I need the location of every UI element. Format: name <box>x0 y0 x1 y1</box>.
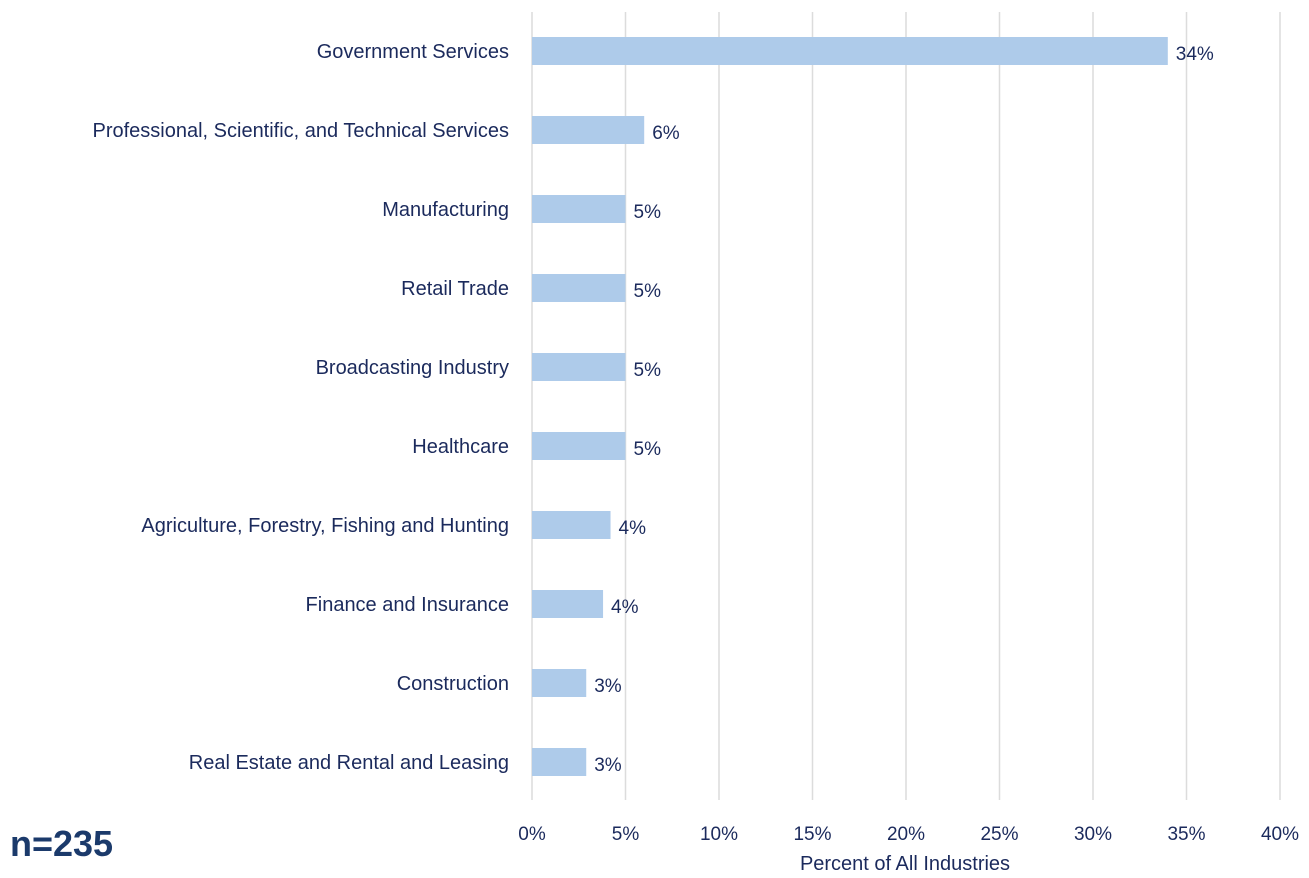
category-label: Finance and Insurance <box>306 594 509 616</box>
x-tick-label: 30% <box>1074 824 1112 845</box>
x-tick-label: 10% <box>700 824 738 845</box>
sample-size-note: n=235 <box>10 823 114 864</box>
category-label: Professional, Scientific, and Technical … <box>92 120 509 142</box>
bar <box>532 116 645 144</box>
value-labels: 34% 6% 5% 5% 5% 5% 4% 4% 3% 3% <box>594 44 1214 776</box>
bar <box>532 353 626 381</box>
bar <box>532 195 626 223</box>
category-labels: Government Services Professional, Scienti… <box>92 41 509 774</box>
x-tick-label: 5% <box>612 824 640 845</box>
data-label: 34% <box>1176 44 1214 65</box>
bar <box>532 748 587 776</box>
category-label: Healthcare <box>412 436 509 458</box>
data-label: 5% <box>634 439 662 460</box>
bar <box>532 274 626 302</box>
data-label: 5% <box>634 202 662 223</box>
data-label: 4% <box>611 597 639 618</box>
x-tick-label: 35% <box>1167 824 1205 845</box>
category-label: Retail Trade <box>401 278 509 300</box>
data-label: 6% <box>652 123 680 144</box>
x-tick-label: 0% <box>518 824 546 845</box>
bar <box>532 669 587 697</box>
category-label: Construction <box>397 673 509 695</box>
bars <box>532 37 1168 776</box>
x-tick-label: 25% <box>980 824 1018 845</box>
category-label: Agriculture, Forestry, Fishing and Hunti… <box>141 515 509 537</box>
x-axis-tick-labels: 0% 5% 10% 15% 20% 25% 30% 35% 40% <box>518 824 1299 845</box>
category-label: Manufacturing <box>382 199 509 221</box>
bar <box>532 590 604 618</box>
bar <box>532 37 1168 65</box>
data-label: 5% <box>634 281 662 302</box>
x-tick-label: 40% <box>1261 824 1299 845</box>
data-label: 4% <box>619 518 647 539</box>
x-tick-label: 15% <box>793 824 831 845</box>
x-axis-title: Percent of All Industries <box>800 853 1010 875</box>
category-label: Real Estate and Rental and Leasing <box>189 752 509 774</box>
x-tick-label: 20% <box>887 824 925 845</box>
category-label: Broadcasting Industry <box>316 357 509 379</box>
bar <box>532 511 611 539</box>
data-label: 5% <box>634 360 662 381</box>
data-label: 3% <box>594 676 622 697</box>
data-label: 3% <box>594 755 622 776</box>
bar <box>532 432 626 460</box>
category-label: Government Services <box>317 41 509 63</box>
